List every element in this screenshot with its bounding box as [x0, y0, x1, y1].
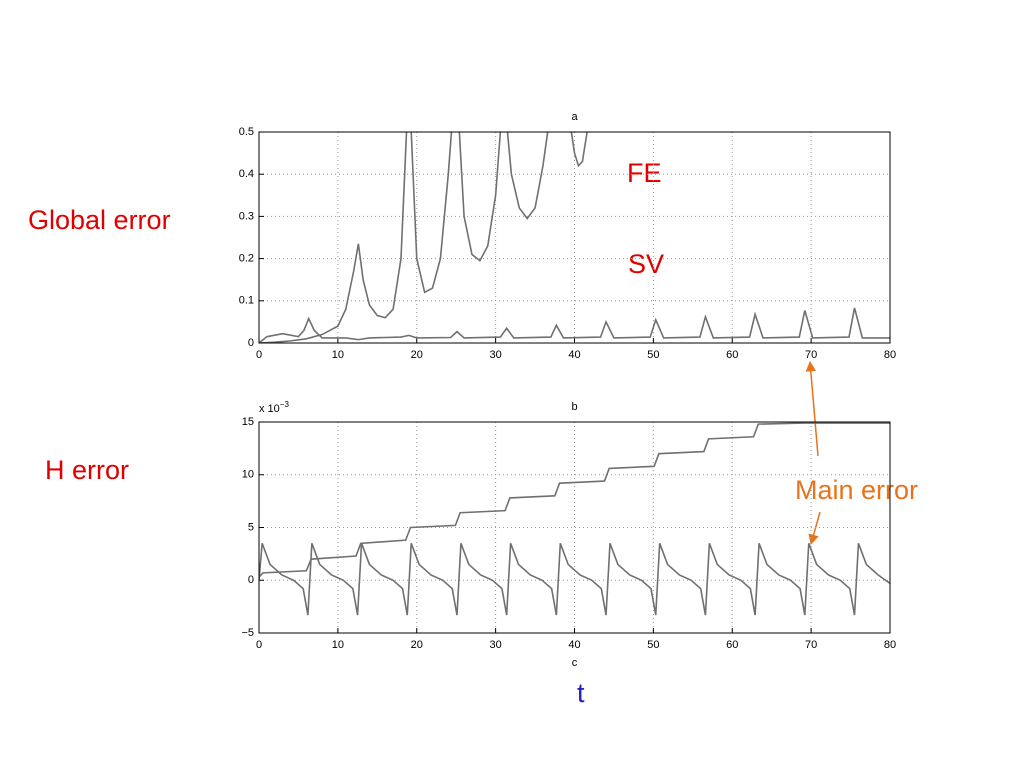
- chart-title: a: [571, 111, 578, 123]
- y-tick-label: 0.4: [239, 168, 254, 180]
- data-line: [259, 307, 890, 343]
- x-tick-label: 10: [332, 349, 344, 361]
- y-multiplier: x 10−3: [259, 400, 289, 415]
- slide-label: FE: [627, 158, 662, 188]
- x-tick-label: 40: [568, 639, 580, 651]
- y-tick-label: −5: [241, 627, 254, 639]
- x-tick-label: 70: [805, 639, 817, 651]
- x-axis-label: c: [572, 657, 578, 669]
- x-tick-label: 30: [490, 639, 502, 651]
- x-tick-label: 0: [256, 349, 262, 361]
- arrow: [805, 360, 819, 457]
- x-tick-label: 80: [884, 349, 896, 361]
- x-tick-label: 20: [411, 639, 423, 651]
- x-tick-label: 60: [726, 349, 738, 361]
- x-tick-label: 40: [568, 349, 580, 361]
- slide-label: Global error: [28, 205, 171, 235]
- data-line: [259, 543, 890, 616]
- plot-frame: [258, 421, 891, 634]
- y-tick-label: 0: [248, 337, 254, 349]
- slide-label: t: [577, 678, 585, 708]
- chart-title: b: [571, 401, 577, 413]
- plot-frame: [258, 131, 891, 344]
- y-tick-label: 0: [248, 574, 254, 586]
- x-tick-label: 80: [884, 639, 896, 651]
- data-line: [259, 132, 588, 343]
- x-tick-label: 60: [726, 639, 738, 651]
- y-tick-label: 0.5: [239, 126, 254, 138]
- x-tick-label: 50: [647, 639, 659, 651]
- x-tick-label: 50: [647, 349, 659, 361]
- y-tick-label: 0.2: [239, 253, 254, 265]
- x-tick-label: 20: [411, 349, 423, 361]
- slide-label: Main error: [795, 475, 918, 505]
- x-tick-label: 0: [256, 639, 262, 651]
- y-tick-label: 10: [242, 469, 254, 481]
- x-tick-label: 10: [332, 639, 344, 651]
- data-line: [259, 422, 890, 578]
- plot-area: a 0 10 20 30 40 50 60 70 80 0 0.1 0.2 0.3 0.4 0.5: [239, 111, 896, 361]
- multiplier-exponent: −3: [280, 400, 290, 409]
- y-tick-label: 5: [248, 521, 254, 533]
- multiplier-base: x 10: [259, 403, 280, 415]
- slide-label: SV: [628, 249, 664, 279]
- x-tick-label: 30: [490, 349, 502, 361]
- y-tick-label: 0.1: [239, 295, 254, 307]
- x-tick-label: 70: [805, 349, 817, 361]
- y-tick-label: 15: [242, 416, 254, 428]
- y-tick-label: 0.3: [239, 210, 254, 222]
- slide-label: H error: [45, 455, 129, 485]
